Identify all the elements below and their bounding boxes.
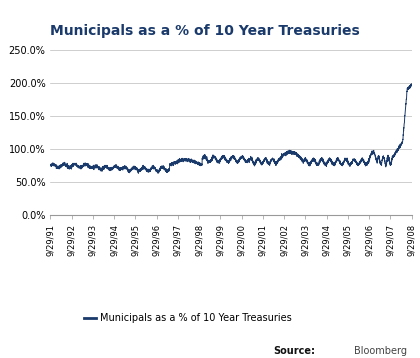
Text: Bloomberg: Bloomberg bbox=[354, 346, 407, 356]
Text: Municipals as a % of 10 Year Treasuries: Municipals as a % of 10 Year Treasuries bbox=[50, 24, 360, 38]
Text: Source:: Source: bbox=[273, 346, 315, 356]
Legend: Municipals as a % of 10 Year Treasuries: Municipals as a % of 10 Year Treasuries bbox=[80, 309, 295, 327]
